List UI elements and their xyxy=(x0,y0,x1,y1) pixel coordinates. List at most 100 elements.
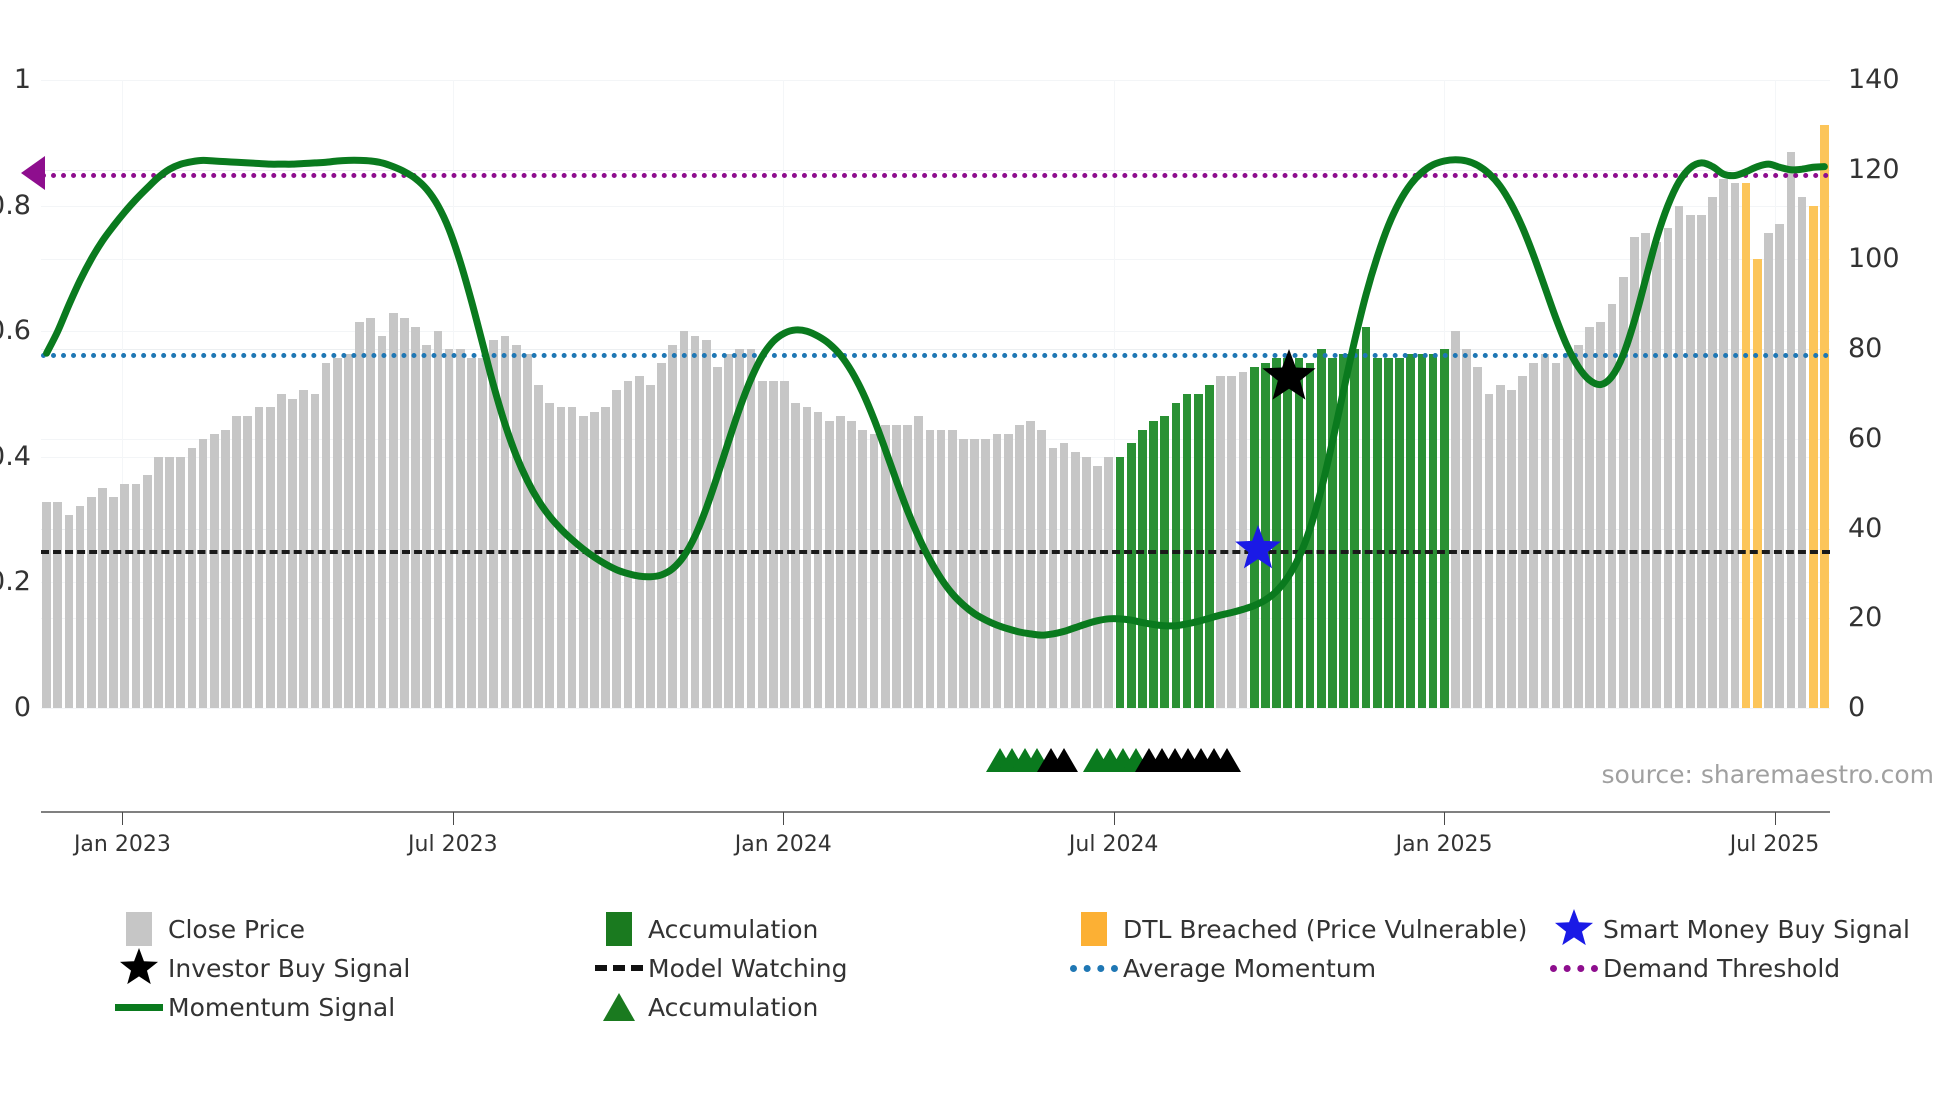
bar-accumulation xyxy=(1372,358,1382,708)
x-axis-tick-label: Jan 2024 xyxy=(734,832,832,857)
left-axis-tick-label: 0.2 xyxy=(0,566,31,598)
bar-accumulation xyxy=(1417,353,1427,708)
bar-close-price xyxy=(411,326,420,708)
bar-close-price xyxy=(1227,376,1237,708)
bar-close-price xyxy=(601,407,610,708)
bar-close-price xyxy=(735,349,745,708)
legend-label: DTL Breached (Price Vulnerable) xyxy=(1123,914,1528,944)
bar-close-price xyxy=(757,380,767,708)
x-axis-tick-label: Jan 2023 xyxy=(73,832,171,857)
legend-item-accumulation-bar[interactable]: Accumulation xyxy=(590,910,818,948)
bar-close-price xyxy=(1059,443,1069,708)
bar-close-price xyxy=(500,335,510,708)
bar-close-price xyxy=(209,434,219,708)
legend-label: Momentum Signal xyxy=(168,992,396,1022)
bar-close-price xyxy=(802,407,812,708)
bar-close-price xyxy=(1037,429,1047,708)
bar-close-price xyxy=(791,402,801,708)
bar-close-price xyxy=(455,349,465,708)
bar-close-price xyxy=(847,420,856,708)
right-axis-tick-label: 0 xyxy=(1848,692,1866,723)
bar-close-price xyxy=(1663,228,1673,708)
bar-close-price xyxy=(1708,196,1717,708)
model-watching-line xyxy=(41,549,1830,554)
bar-close-price xyxy=(1797,196,1807,708)
momentum-signal-curve xyxy=(43,156,1828,639)
bar-close-price xyxy=(1216,376,1225,708)
bar-close-price xyxy=(142,474,152,708)
bar-close-price xyxy=(959,438,968,708)
bar-close-price xyxy=(769,380,778,708)
bar-close-price xyxy=(1093,465,1102,708)
bar-accumulation xyxy=(1361,326,1371,708)
star-icon xyxy=(1545,909,1603,948)
bar-close-price xyxy=(1473,367,1483,708)
bar-close-price xyxy=(1462,349,1471,708)
bar-close-price xyxy=(646,385,655,708)
bar-close-price xyxy=(880,425,890,708)
gridline xyxy=(41,438,1830,440)
accumulation-triangle-black xyxy=(1213,748,1242,772)
bar-close-price xyxy=(1026,420,1035,708)
x-axis-tick-label: Jul 2023 xyxy=(408,832,498,857)
bar-close-price xyxy=(511,344,521,708)
bar-accumulation xyxy=(1283,358,1293,708)
bar-close-price xyxy=(925,429,935,708)
bar-close-price xyxy=(299,389,309,708)
bar-close-price xyxy=(1540,353,1550,708)
right-axis-tick-label: 40 xyxy=(1848,512,1883,544)
bar-close-price xyxy=(1070,452,1080,708)
x-axis-tick-label: Jul 2024 xyxy=(1068,832,1159,857)
legend-item-close-price[interactable]: Close Price xyxy=(110,910,305,948)
legend-item-demand-threshold[interactable]: Demand Threshold xyxy=(1545,949,1840,987)
bar-accumulation xyxy=(1205,385,1214,708)
bar-accumulation xyxy=(1272,358,1281,708)
right-axis-tick-label: 80 xyxy=(1848,333,1883,365)
plot-area xyxy=(21,80,1830,709)
bar-accumulation xyxy=(1260,362,1270,708)
legend-item-average-momentum[interactable]: Average Momentum xyxy=(1065,949,1376,987)
bar-close-price xyxy=(1596,322,1606,708)
bar-close-price xyxy=(947,429,957,708)
bar-close-price xyxy=(176,456,186,708)
bar-close-price xyxy=(1652,241,1662,708)
right-axis-tick-label: 120 xyxy=(1848,153,1900,185)
legend-item-investor-buy-signal[interactable]: Investor Buy Signal xyxy=(110,948,411,987)
bar-close-price xyxy=(98,488,107,708)
legend-label: Model Watching xyxy=(648,953,848,983)
bar-close-price xyxy=(1674,205,1684,708)
bar-close-price xyxy=(187,447,197,708)
bar-close-price xyxy=(1562,353,1572,708)
legend-item-smart-money-buy-signal[interactable]: Smart Money Buy Signal xyxy=(1545,909,1910,948)
square-swatch-icon xyxy=(590,910,648,948)
bar-accumulation xyxy=(1316,349,1326,708)
left-axis-tick-label: 0.8 xyxy=(0,189,31,221)
bar-close-price xyxy=(1495,385,1505,708)
bar-close-price xyxy=(1641,232,1650,708)
bar-close-price xyxy=(1451,331,1460,708)
bar-close-price xyxy=(344,353,353,708)
bar-close-price xyxy=(679,331,689,708)
legend-item-dtl-breached[interactable]: DTL Breached (Price Vulnerable) xyxy=(1065,910,1527,948)
dotted-line-icon xyxy=(1545,949,1603,987)
bar-close-price xyxy=(1048,447,1058,708)
square-swatch-icon xyxy=(110,910,168,948)
legend-label: Accumulation xyxy=(648,992,819,1022)
legend-label: Smart Money Buy Signal xyxy=(1603,914,1910,944)
bar-accumulation xyxy=(1126,443,1136,708)
bar-close-price xyxy=(824,420,834,708)
bar-close-price xyxy=(1719,178,1729,708)
bar-dtl-breached xyxy=(1820,124,1829,708)
gridline xyxy=(41,169,1830,171)
bar-close-price xyxy=(109,497,119,708)
bar-close-price xyxy=(713,367,722,708)
legend-label: Investor Buy Signal xyxy=(168,953,411,983)
bar-close-price xyxy=(1585,326,1594,708)
gridline xyxy=(41,618,1830,620)
legend-item-momentum-signal[interactable]: Momentum Signal xyxy=(110,988,395,1026)
legend-item-model-watching[interactable]: Model Watching xyxy=(590,949,848,987)
bar-close-price xyxy=(668,344,678,708)
legend-item-accumulation-triangle[interactable]: Accumulation xyxy=(590,988,818,1026)
x-axis-spine xyxy=(41,811,1830,813)
bar-close-price xyxy=(634,376,644,708)
